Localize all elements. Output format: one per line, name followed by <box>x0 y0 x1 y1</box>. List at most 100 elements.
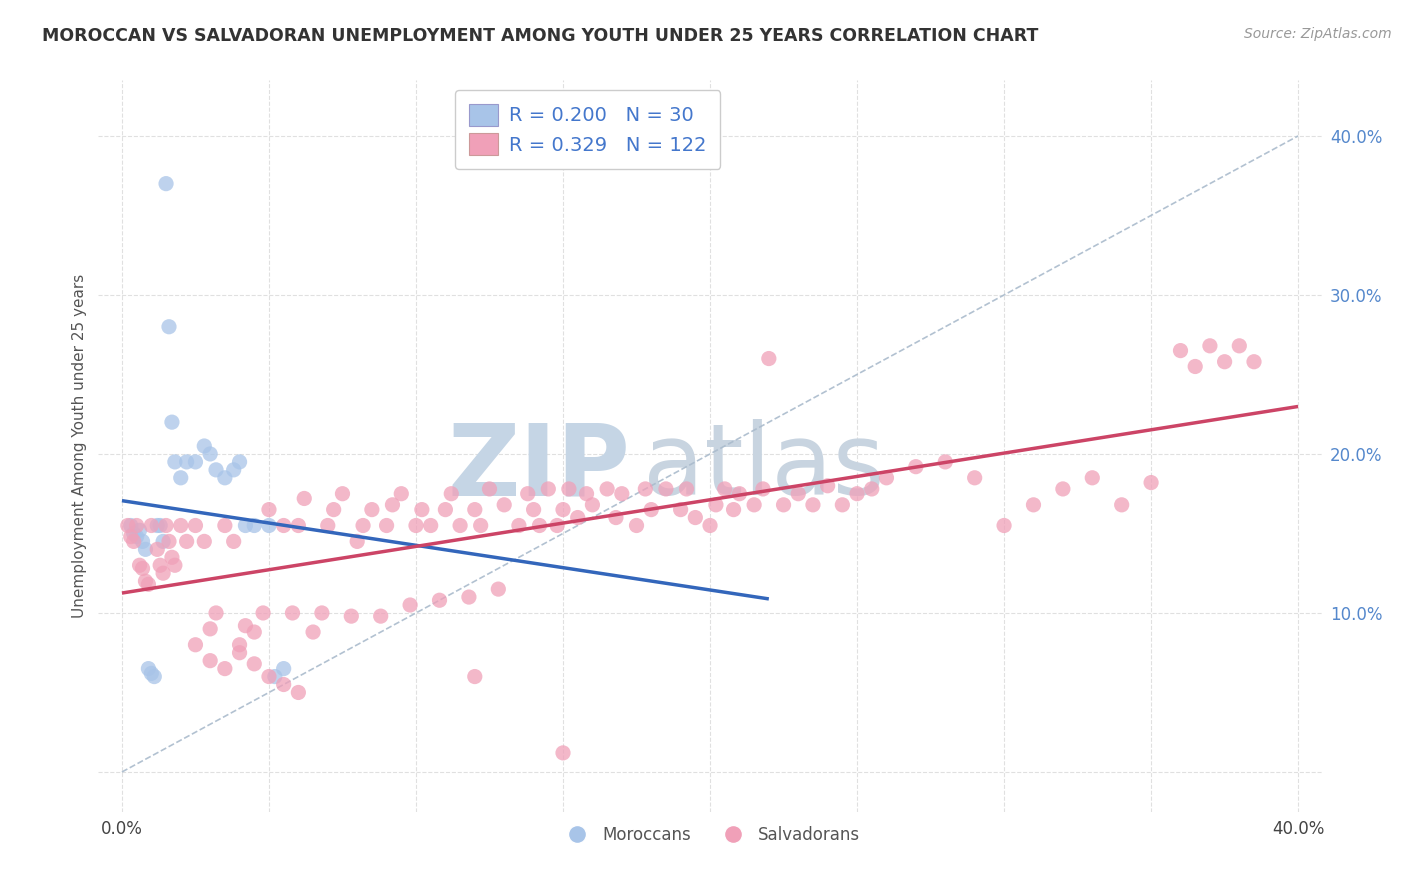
Point <box>1052 482 1074 496</box>
Point <box>235 618 257 632</box>
Point <box>440 486 463 500</box>
Point <box>728 486 751 500</box>
Point <box>228 455 250 469</box>
Point <box>122 526 145 541</box>
Point <box>332 486 354 500</box>
Point <box>1227 339 1250 353</box>
Point <box>311 606 333 620</box>
Point <box>157 319 180 334</box>
Text: ZIP: ZIP <box>447 419 630 516</box>
Point <box>704 498 727 512</box>
Point <box>634 482 657 496</box>
Text: Source: ZipAtlas.com: Source: ZipAtlas.com <box>1244 27 1392 41</box>
Point <box>685 510 707 524</box>
Point <box>464 669 486 683</box>
Point <box>228 646 250 660</box>
Point <box>375 518 398 533</box>
Point <box>243 625 266 640</box>
Point <box>581 498 603 512</box>
Point <box>381 498 404 512</box>
Point <box>458 590 481 604</box>
Point <box>184 518 207 533</box>
Point <box>787 486 810 500</box>
Point <box>160 550 183 565</box>
Point <box>486 582 509 596</box>
Point <box>537 482 560 496</box>
Point <box>875 471 897 485</box>
Point <box>193 534 215 549</box>
Point <box>170 518 193 533</box>
Point <box>1170 343 1192 358</box>
Text: MOROCCAN VS SALVADORAN UNEMPLOYMENT AMONG YOUTH UNDER 25 YEARS CORRELATION CHART: MOROCCAN VS SALVADORAN UNEMPLOYMENT AMON… <box>42 27 1039 45</box>
Point <box>163 455 186 469</box>
Point <box>699 518 721 533</box>
Legend: Moroccans, Salvadorans: Moroccans, Salvadorans <box>554 820 866 851</box>
Point <box>146 542 169 557</box>
Point <box>128 523 150 537</box>
Point <box>322 502 344 516</box>
Point <box>273 518 295 533</box>
Point <box>360 502 382 516</box>
Point <box>184 455 207 469</box>
Point <box>752 482 775 496</box>
Point <box>157 534 180 549</box>
Point <box>558 482 581 496</box>
Point <box>176 534 198 549</box>
Point <box>346 534 368 549</box>
Point <box>758 351 780 366</box>
Point <box>340 609 363 624</box>
Point <box>742 498 765 512</box>
Point <box>1140 475 1163 490</box>
Point <box>149 558 172 573</box>
Point <box>934 455 956 469</box>
Point <box>214 471 236 485</box>
Point <box>163 558 186 573</box>
Point <box>575 486 598 500</box>
Text: atlas: atlas <box>643 419 884 516</box>
Point <box>257 502 280 516</box>
Point <box>904 459 927 474</box>
Point <box>429 593 451 607</box>
Point <box>405 518 427 533</box>
Point <box>640 502 662 516</box>
Point <box>772 498 794 512</box>
Point <box>155 177 177 191</box>
Point <box>434 502 457 516</box>
Point <box>292 491 315 506</box>
Point <box>143 669 166 683</box>
Point <box>675 482 697 496</box>
Point <box>273 662 295 676</box>
Point <box>316 518 339 533</box>
Point <box>1184 359 1206 374</box>
Point <box>152 534 174 549</box>
Point <box>138 662 160 676</box>
Point <box>141 518 163 533</box>
Point <box>1111 498 1133 512</box>
Point <box>478 482 501 496</box>
Point <box>389 486 412 500</box>
Point <box>411 502 433 516</box>
Point <box>551 746 574 760</box>
Point <box>399 598 422 612</box>
Point <box>120 518 142 533</box>
Point <box>287 685 309 699</box>
Point <box>243 518 266 533</box>
Point <box>198 622 221 636</box>
Point <box>131 534 153 549</box>
Point <box>214 662 236 676</box>
Point <box>1081 471 1104 485</box>
Point <box>243 657 266 671</box>
Point <box>508 518 530 533</box>
Point <box>567 510 589 524</box>
Point <box>419 518 441 533</box>
Point <box>257 669 280 683</box>
Point <box>655 482 678 496</box>
Point <box>669 502 692 516</box>
Point <box>184 638 207 652</box>
Point <box>546 518 568 533</box>
Point <box>831 498 853 512</box>
Point <box>494 498 516 512</box>
Point <box>963 471 986 485</box>
Point <box>155 518 177 533</box>
Point <box>198 447 221 461</box>
